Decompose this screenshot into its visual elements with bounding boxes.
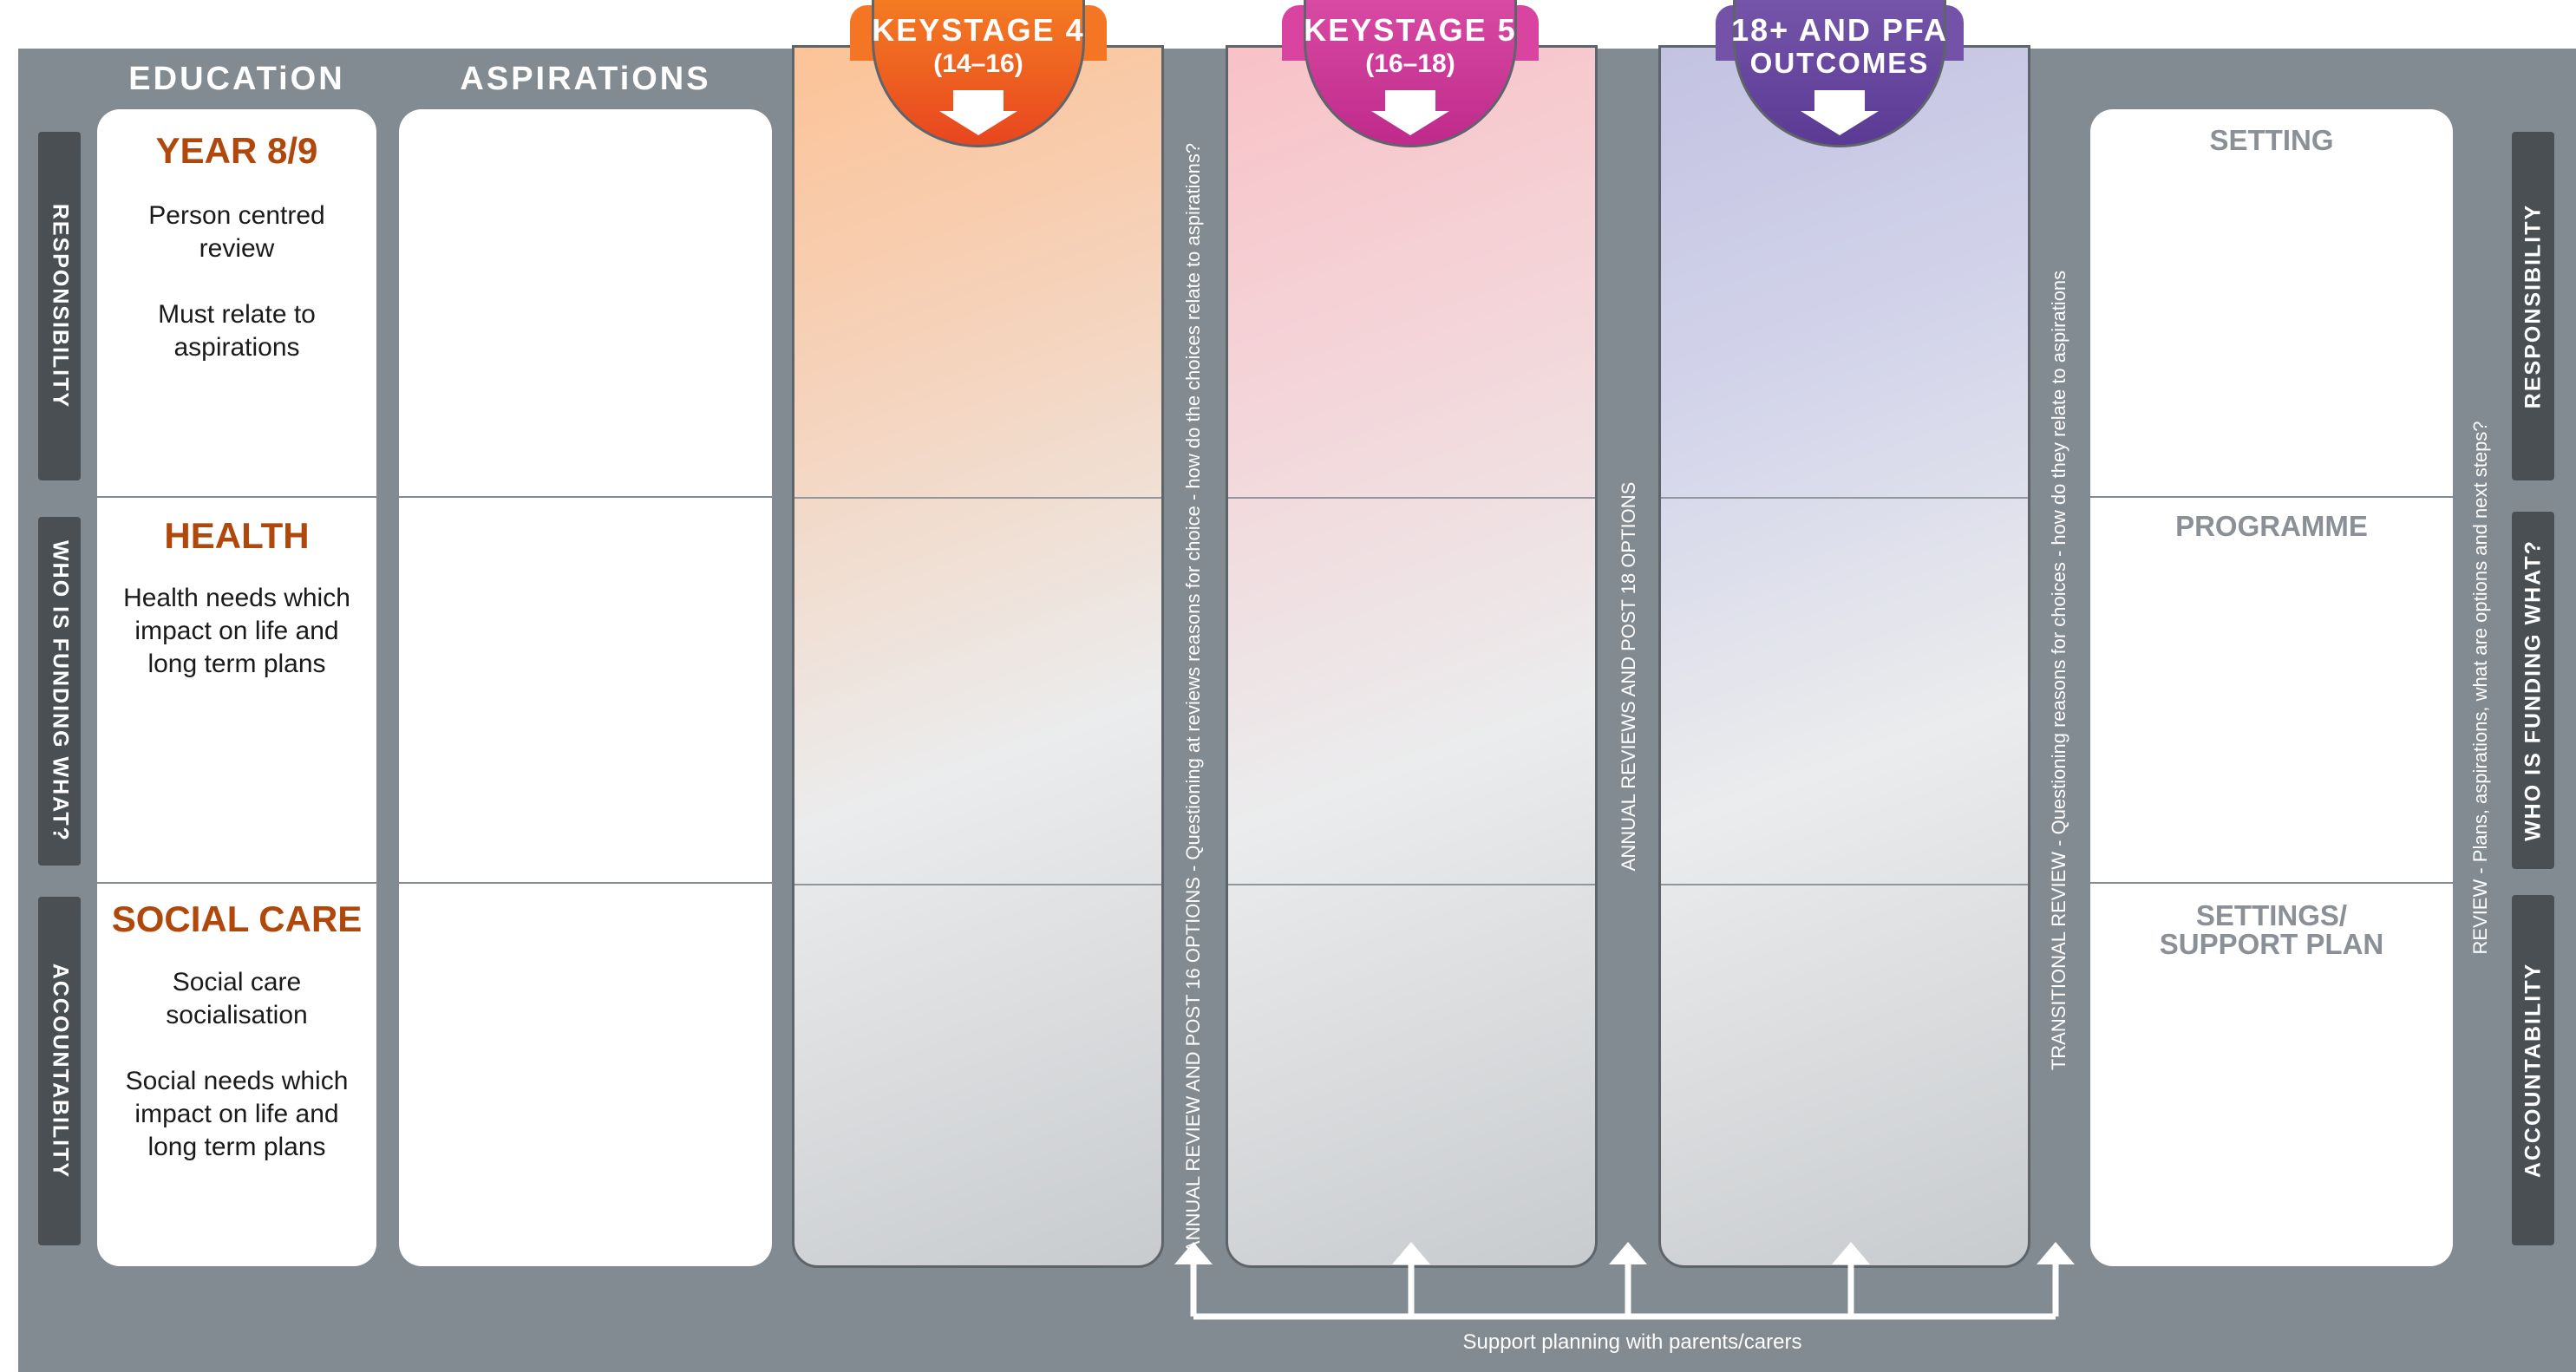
row-divider <box>794 497 1161 499</box>
row-divider <box>2090 882 2453 884</box>
down-arrow-icon <box>1371 90 1449 135</box>
health-title: HEALTH <box>164 515 310 556</box>
education-panel <box>97 109 376 1266</box>
keystage-4-column <box>792 45 1164 1268</box>
right-label-accountability: ACCOUNTABILITY <box>2520 962 2545 1179</box>
right-bar-responsibility: RESPONSIBILITY <box>2512 132 2554 480</box>
row-divider <box>1661 884 2028 885</box>
row-divider <box>1228 884 1595 885</box>
settings-support-plan-title: SETTINGS/ SUPPORT PLAN <box>2159 899 2384 960</box>
year-8-9-title: YEAR 8/9 <box>155 130 318 171</box>
keystage-4-ages: (14–16) <box>933 49 1023 78</box>
aspirations-heading: ASPIRATiONS <box>460 61 711 97</box>
social-care-text: Social care socialisation Social needs w… <box>125 968 349 1161</box>
up-arrow-icon <box>1174 1242 1213 1264</box>
left-label-funding: WHO IS FUNDING WHAT? <box>48 540 72 842</box>
outcomes-column <box>1658 45 2030 1268</box>
keystage-4-title: KEYSTAGE 4 <box>872 12 1085 48</box>
support-planning-note: Support planning with parents/carers <box>1462 1330 1802 1354</box>
setting-title: SETTING <box>2209 124 2334 156</box>
left-label-responsibility: RESPONSIBILITY <box>48 203 72 409</box>
outcomes-tab: 18+ AND PFA OUTCOMES <box>1716 0 1964 152</box>
up-arrow-icon <box>1609 1242 1647 1264</box>
up-arrow-icon <box>2037 1242 2075 1264</box>
left-label-accountability: ACCOUNTABILITY <box>48 963 72 1179</box>
keystage-5-title: KEYSTAGE 5 <box>1304 12 1517 48</box>
right-bar-funding: WHO IS FUNDING WHAT? <box>2512 512 2554 869</box>
keystage-5-tab: KEYSTAGE 5 (16–18) <box>1282 0 1539 152</box>
right-label-responsibility: RESPONSIBILITY <box>2520 203 2545 409</box>
annual-review-post-16-note: ANNUAL REVIEW AND POST 16 OPTIONS - Ques… <box>1182 142 1204 1254</box>
row-divider <box>1661 497 2028 499</box>
support-planning-connector <box>1174 1242 2075 1320</box>
outcomes-title-line-2: OUTCOMES <box>1749 47 1930 79</box>
outcomes-panel <box>2090 109 2453 1266</box>
review-plans-note: REVIEW - Plans, aspirations, what are op… <box>2469 421 2491 955</box>
row-divider <box>794 884 1161 885</box>
row-divider <box>399 882 772 884</box>
social-care-title: SOCIAL CARE <box>111 898 363 939</box>
row-divider <box>2090 496 2453 498</box>
keystage-5-ages: (16–18) <box>1365 49 1455 78</box>
left-bar-responsibility: RESPONSIBILITY <box>38 132 81 480</box>
health-text: Health needs which impact on life and lo… <box>123 584 350 678</box>
right-bar-accountability: ACCOUNTABILITY <box>2512 895 2554 1245</box>
row-divider <box>97 882 376 884</box>
year-8-9-text: Person centred review Must relate to asp… <box>148 201 325 362</box>
left-bar-funding: WHO IS FUNDING WHAT? <box>38 517 81 866</box>
down-arrow-icon <box>939 90 1017 135</box>
left-bar-accountability: ACCOUNTABILITY <box>38 897 81 1245</box>
programme-title: PROGRAMME <box>2175 510 2368 542</box>
transitional-review-note: TRANSITIONAL REVIEW - Questioning reason… <box>2048 270 2069 1071</box>
row-divider <box>1228 497 1595 499</box>
outcomes-title-line-1: 18+ AND PFA <box>1731 12 1948 48</box>
row-divider <box>399 496 772 498</box>
education-heading: EDUCATiON <box>128 61 345 97</box>
up-arrow-icon <box>1392 1242 1430 1264</box>
keystage-4-tab: KEYSTAGE 4 (14–16) <box>850 0 1107 152</box>
up-arrow-icon <box>1832 1242 1870 1264</box>
aspirations-panel <box>399 109 772 1266</box>
keystage-5-column <box>1226 45 1598 1268</box>
down-arrow-icon <box>1801 90 1879 135</box>
annual-reviews-post-18-note: ANNUAL REVIEWS AND POST 18 OPTIONS <box>1618 481 1639 872</box>
row-divider <box>97 496 376 498</box>
right-label-funding: WHO IS FUNDING WHAT? <box>2520 539 2545 841</box>
